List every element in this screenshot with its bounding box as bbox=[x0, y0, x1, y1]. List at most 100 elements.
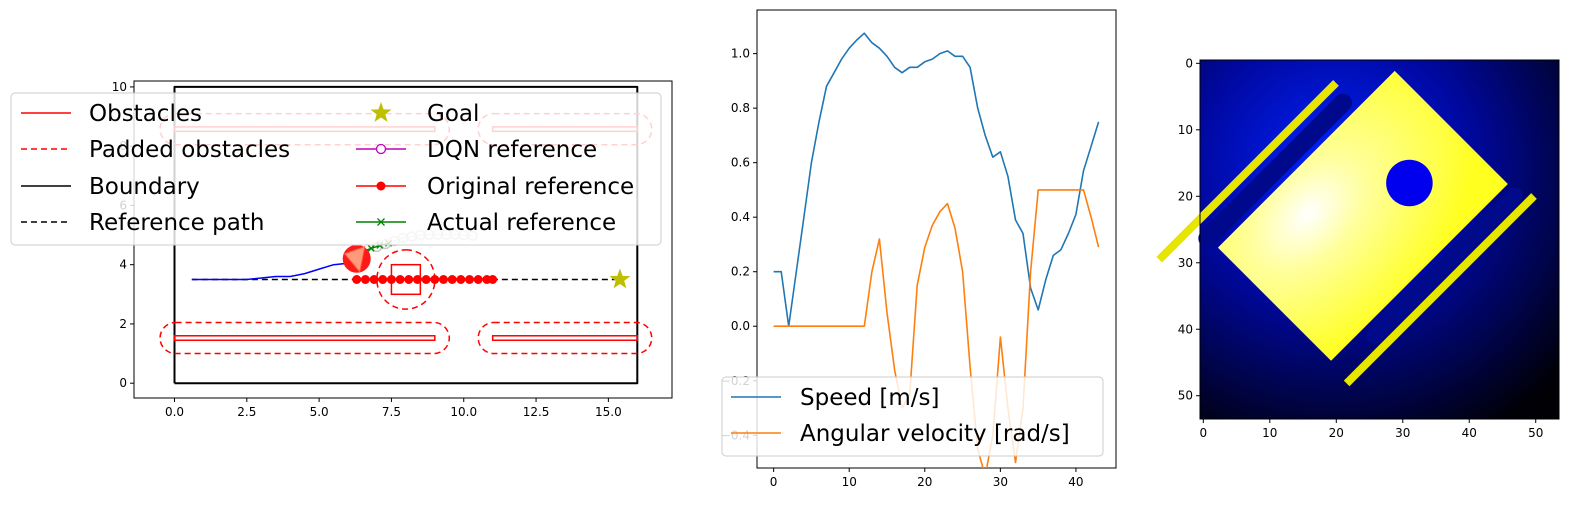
x-tick-label: 0.0 bbox=[165, 405, 184, 419]
legend-label: Padded obstacles bbox=[89, 137, 290, 163]
y-tick-label: 20 bbox=[1178, 189, 1193, 203]
x-tick-label: 5.0 bbox=[310, 405, 329, 419]
map-legend: Obstacles Padded obstacles Boundary Referen… bbox=[10, 92, 662, 246]
y-tick-label: 10 bbox=[1178, 123, 1193, 137]
original-reference-point bbox=[447, 274, 457, 284]
speed-line bbox=[773, 32, 1100, 328]
legend-label: Actual reference bbox=[427, 210, 616, 236]
legend-label: Reference path bbox=[89, 210, 264, 236]
y-tick-label: 10 bbox=[112, 80, 127, 94]
x-tick-label: 2.5 bbox=[237, 405, 256, 419]
x-tick-label: 30 bbox=[993, 475, 1008, 489]
y-tick-label: 1.0 bbox=[731, 47, 750, 61]
y-tick-label: 0.4 bbox=[731, 210, 750, 224]
legend-entry: Angular velocity [rad/s] bbox=[731, 421, 1070, 447]
heatmap-edge-strip bbox=[1343, 193, 1537, 387]
legend-label: Obstacles bbox=[89, 101, 202, 127]
robot-heading-marker bbox=[343, 245, 366, 273]
angular-velocity-line bbox=[773, 189, 1100, 468]
heatmap-panel: 0 10 20 30 40 50 0 10 20 30 40 50 bbox=[1156, 56, 1560, 440]
y-tick-label: 0.8 bbox=[731, 101, 750, 115]
original-reference-point bbox=[430, 274, 440, 284]
x-tick-label: 10 bbox=[842, 475, 857, 489]
y-tick-label: 0 bbox=[119, 376, 127, 390]
original-reference-point bbox=[378, 274, 388, 284]
heatmap-free-area bbox=[1217, 70, 1508, 361]
legend-entry: Original reference bbox=[356, 174, 634, 200]
original-reference-point bbox=[465, 274, 475, 284]
heatmap-wall-cutout bbox=[1366, 187, 1523, 345]
x-tick-label: 20 bbox=[917, 475, 932, 489]
x-tick-label: 7.5 bbox=[382, 405, 401, 419]
legend-label: Original reference bbox=[427, 174, 634, 200]
x-tick-label: 40 bbox=[1462, 426, 1477, 440]
original-reference-point bbox=[360, 274, 370, 284]
legend-entry: Obstacles bbox=[21, 101, 202, 127]
legend-entry: DQN reference bbox=[356, 137, 597, 163]
x-tick-label: 0 bbox=[1200, 426, 1208, 440]
legend-box bbox=[721, 376, 1104, 457]
legend-entry: Actual reference bbox=[356, 210, 616, 236]
legend-label: Boundary bbox=[89, 174, 200, 200]
y-tick-label: 40 bbox=[1178, 322, 1193, 336]
original-reference-point bbox=[404, 274, 414, 284]
y-tick-label: 50 bbox=[1178, 389, 1193, 403]
x-tick-label: 10.0 bbox=[450, 405, 477, 419]
x-tick-label: 12.5 bbox=[523, 405, 550, 419]
y-tick-label: 2 bbox=[119, 317, 127, 331]
padded-obstacle bbox=[477, 321, 653, 355]
original-reference-point bbox=[488, 274, 498, 284]
robot-trajectory-line bbox=[191, 260, 357, 281]
x-tick-label: 50 bbox=[1528, 426, 1543, 440]
obstacle bbox=[491, 335, 639, 341]
velocity-legend: Speed [m/s] Angular velocity [rad/s] bbox=[721, 376, 1104, 457]
x-tick-label: 30 bbox=[1395, 426, 1410, 440]
legend-handle-marker bbox=[377, 218, 385, 226]
legend-entry: Reference path bbox=[21, 210, 264, 236]
original-reference-point bbox=[369, 274, 379, 284]
legend-handle bbox=[370, 102, 392, 122]
legend-entry: Padded obstacles bbox=[21, 137, 290, 163]
heatmap-obstacle-hole bbox=[1386, 159, 1433, 207]
x-tick-label: 20 bbox=[1329, 426, 1344, 440]
original-reference-point bbox=[352, 274, 362, 284]
y-tick-label: 0.0 bbox=[731, 319, 750, 333]
original-reference-point bbox=[473, 274, 483, 284]
heatmap-edge-strip bbox=[1156, 80, 1339, 263]
legend-label: Goal bbox=[427, 101, 479, 127]
x-tick-label: 10 bbox=[1262, 426, 1277, 440]
x-tick-label: 0 bbox=[770, 475, 778, 489]
original-reference-point bbox=[386, 274, 396, 284]
original-reference-point bbox=[395, 274, 405, 284]
y-tick-label: 30 bbox=[1178, 256, 1193, 270]
legend-entry: Goal bbox=[370, 101, 479, 127]
legend-label: Speed [m/s] bbox=[800, 385, 940, 411]
y-tick-label: 0 bbox=[1185, 56, 1193, 70]
original-reference-point bbox=[438, 274, 448, 284]
actual-reference-cross bbox=[367, 244, 375, 252]
legend-entry: Speed [m/s] bbox=[731, 385, 940, 411]
x-tick-label: 40 bbox=[1068, 475, 1083, 489]
heatmap-free-region bbox=[1156, 70, 1537, 387]
legend-entry: Boundary bbox=[21, 174, 200, 200]
legend-label: Angular velocity [rad/s] bbox=[800, 421, 1070, 447]
legend-handle-marker bbox=[376, 181, 386, 191]
x-tick-label: 15.0 bbox=[595, 405, 622, 419]
heatmap-wall-cutout bbox=[1198, 93, 1353, 248]
original-reference-point bbox=[412, 274, 422, 284]
padded-obstacle bbox=[159, 321, 451, 355]
legend-label: DQN reference bbox=[427, 137, 597, 163]
y-tick-label: 4 bbox=[119, 258, 127, 272]
legend-handle-marker bbox=[375, 143, 387, 155]
obstacle bbox=[173, 335, 436, 341]
y-tick-label: 0.2 bbox=[731, 265, 750, 279]
original-reference-point bbox=[421, 274, 431, 284]
original-reference-point bbox=[456, 274, 466, 284]
legend-box bbox=[10, 92, 662, 246]
y-tick-label: 0.6 bbox=[731, 156, 750, 170]
actual-reference-point bbox=[367, 244, 375, 252]
heatmap-axes-frame bbox=[1199, 59, 1560, 420]
goal-marker bbox=[609, 268, 631, 289]
padded-obstacle bbox=[376, 249, 436, 310]
